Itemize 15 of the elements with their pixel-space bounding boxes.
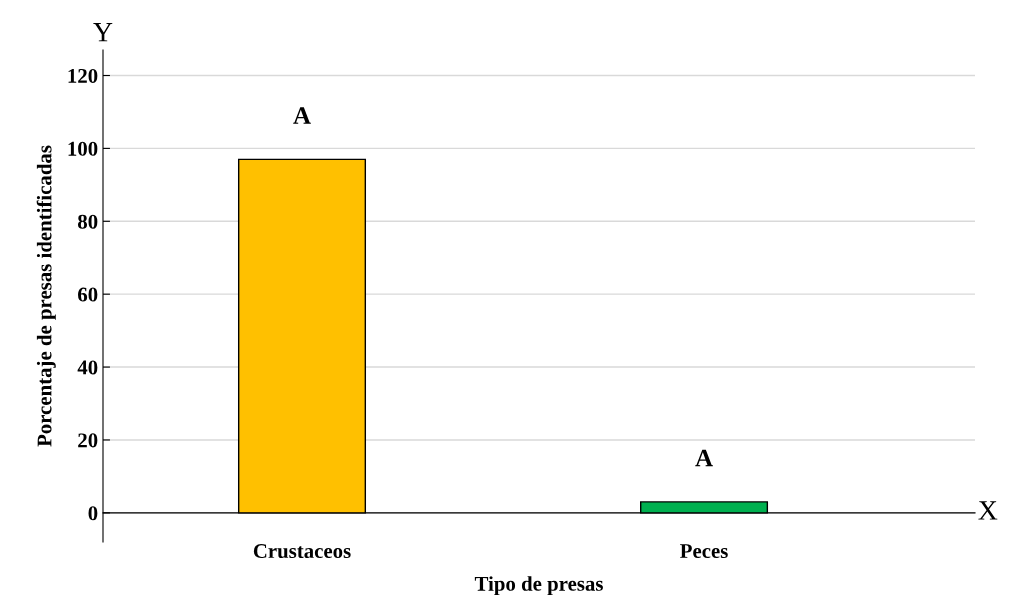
x-tick-label: Crustaceos [253,544,351,559]
y-tick-label: 100 [68,141,98,156]
y-tick-label: 80 [78,214,98,229]
x-tick-label: Peces [680,544,728,559]
annotation: A [293,107,311,124]
y-tick-label: 40 [77,360,98,375]
y-tick-label: 20 [78,433,98,448]
text: Y [93,23,113,42]
text: X [978,501,998,520]
y-tick-label: 0 [88,506,98,521]
y-tick-label: 60 [78,287,98,302]
annotation: A [695,449,713,467]
y-axis-title: Porcentaje de presas identificadas [36,145,56,447]
y-tick-label: 120 [68,68,98,83]
x-axis-title: Tipo de presas [474,576,603,596]
